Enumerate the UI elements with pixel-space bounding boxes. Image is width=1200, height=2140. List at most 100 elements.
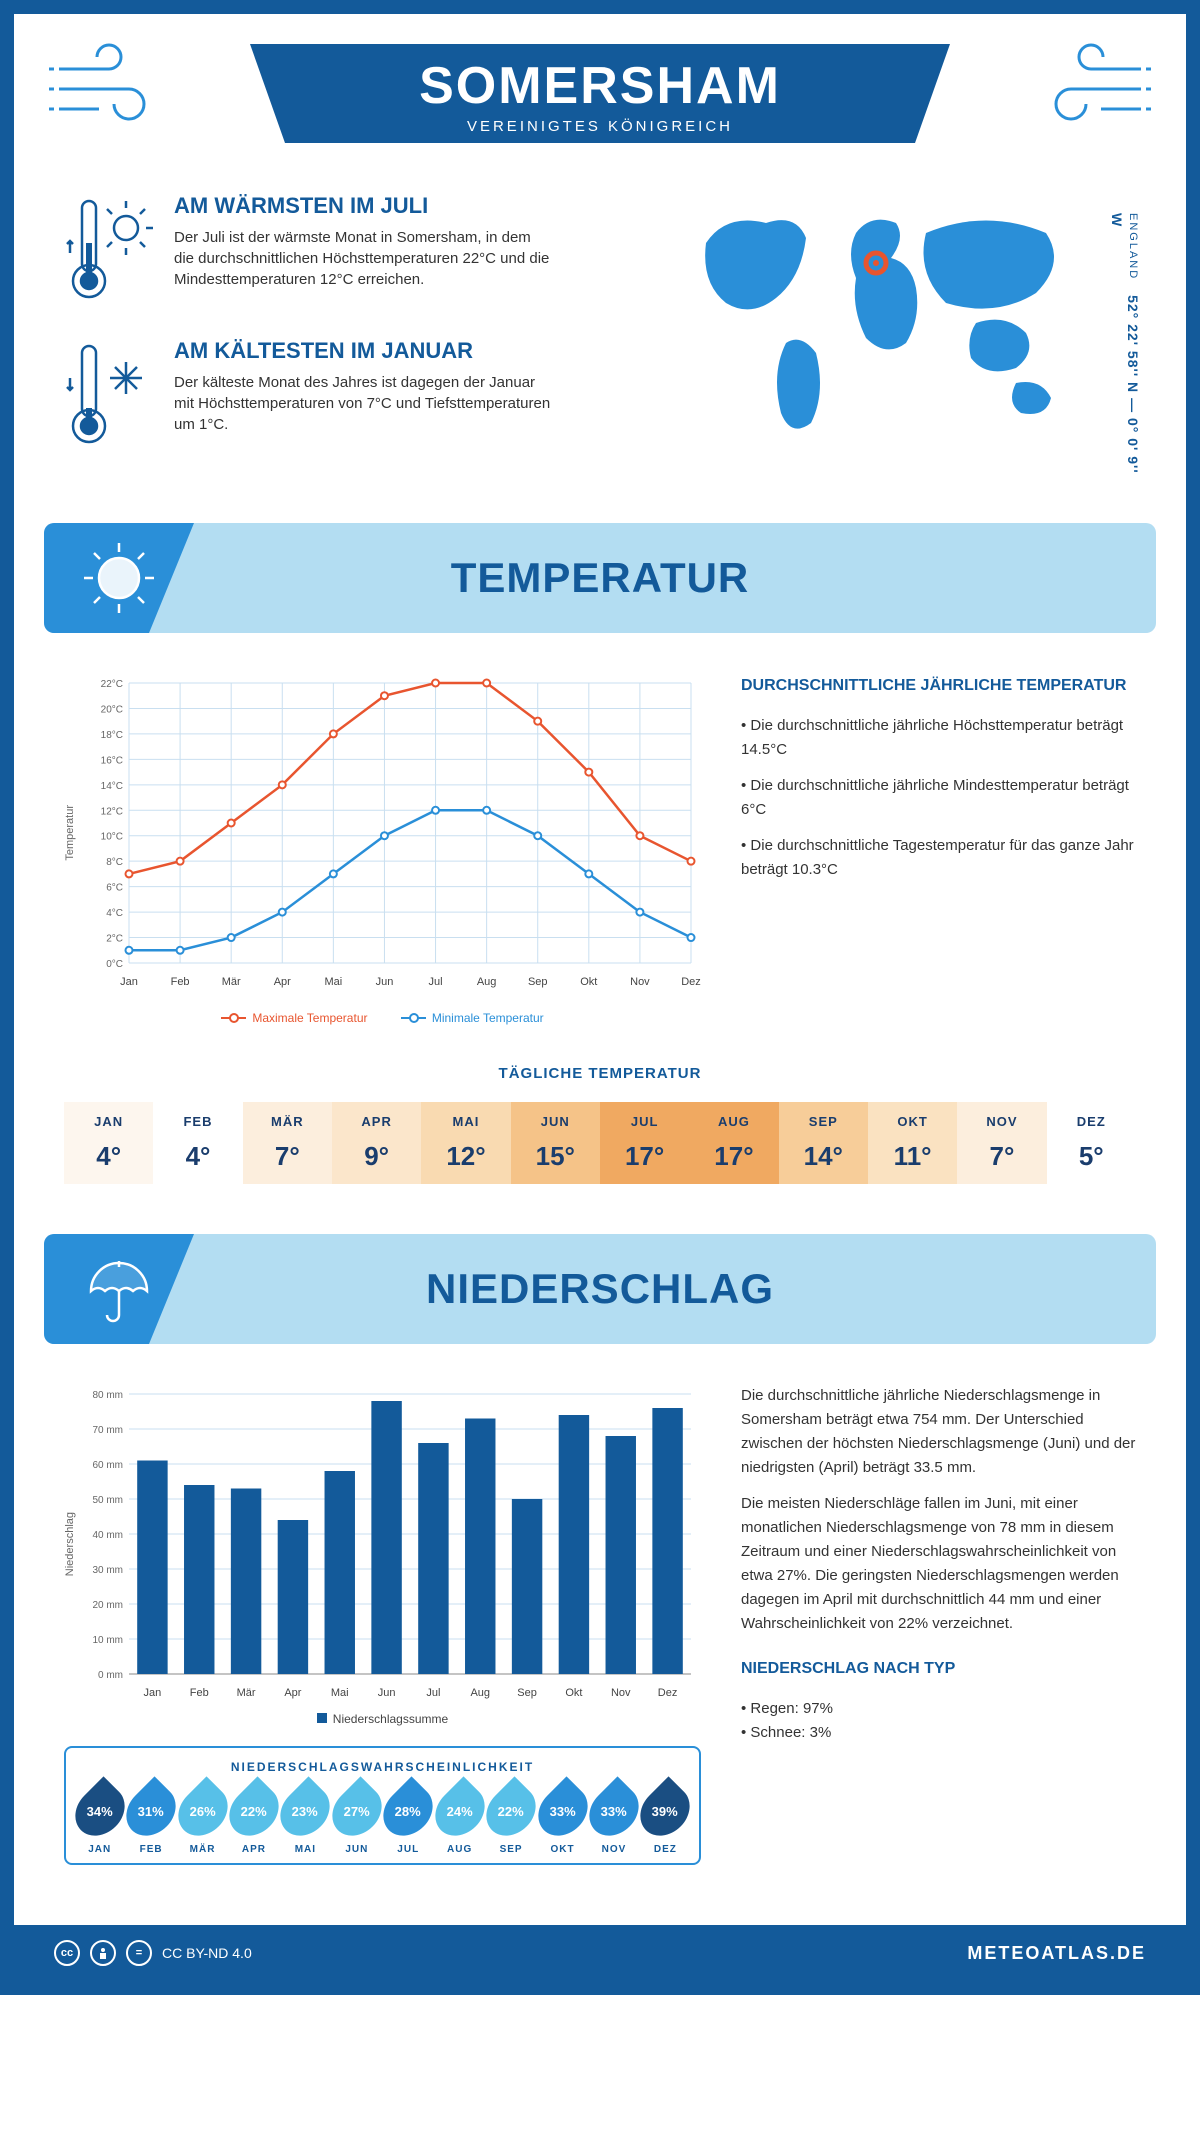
daily-temp-value: 9°: [332, 1141, 421, 1172]
temp-legend: Maximale Temperatur Minimale Temperatur: [64, 1008, 701, 1025]
svg-text:18°C: 18°C: [101, 730, 123, 741]
page: SOMERSHAM VEREINIGTES KÖNIGREICH: [0, 0, 1200, 1995]
fact-warmest-text: Der Juli ist der wärmste Monat in Somers…: [174, 227, 554, 290]
svg-text:Mai: Mai: [331, 1687, 349, 1699]
raindrop-icon: 39%: [631, 1776, 700, 1845]
prob-month: JUL: [385, 1844, 432, 1855]
raindrop-icon: 27%: [322, 1776, 391, 1845]
svg-text:Dez: Dez: [681, 976, 701, 988]
daily-temp-cell: SEP 14°: [779, 1102, 868, 1184]
daily-temp-month: OKT: [868, 1114, 957, 1129]
svg-text:Sep: Sep: [528, 976, 548, 988]
precip-type-heading: NIEDERSCHLAG NACH TYP: [741, 1656, 1136, 1682]
prob-value: 34%: [87, 1804, 113, 1819]
prob-month: JUN: [333, 1844, 380, 1855]
daily-temp-month: SEP: [779, 1114, 868, 1129]
precip-type-item: • Schnee: 3%: [741, 1721, 1136, 1745]
svg-text:Jan: Jan: [144, 1687, 162, 1699]
svg-text:Mär: Mär: [222, 976, 241, 988]
world-map-svg: [676, 193, 1096, 453]
svg-text:Aug: Aug: [477, 976, 497, 988]
prob-month: DEZ: [642, 1844, 689, 1855]
section-precip-banner: NIEDERSCHLAG: [44, 1234, 1156, 1344]
precip-legend: Niederschlagssumme: [64, 1712, 701, 1726]
svg-text:12°C: 12°C: [101, 806, 123, 817]
precip-content: Niederschlag 0 mm10 mm20 mm30 mm40 mm50 …: [14, 1344, 1186, 1895]
raindrop-icon: 28%: [374, 1776, 443, 1845]
svg-text:Nov: Nov: [630, 976, 650, 988]
fact-coldest: AM KÄLTESTEN IM JANUAR Der kälteste Mona…: [64, 338, 646, 448]
daily-temp-value: 4°: [153, 1141, 242, 1172]
daily-temp-month: JAN: [64, 1114, 153, 1129]
prob-drop-cell: 22%APR: [230, 1784, 277, 1855]
daily-temp-value: 4°: [64, 1141, 153, 1172]
fact-coldest-text: Der kälteste Monat des Jahres ist dagege…: [174, 372, 554, 435]
precip-para-1: Die durchschnittliche jährliche Niedersc…: [741, 1384, 1136, 1480]
precip-para-2: Die meisten Niederschläge fallen im Juni…: [741, 1492, 1136, 1636]
section-precip-title: NIEDERSCHLAG: [426, 1265, 774, 1313]
prob-month: MAI: [282, 1844, 329, 1855]
umbrella-icon: [44, 1234, 194, 1344]
daily-temp-value: 14°: [779, 1141, 868, 1172]
precip-type-item: • Regen: 97%: [741, 1697, 1136, 1721]
prob-drop-cell: 22%SEP: [487, 1784, 534, 1855]
daily-temp-cell: FEB4°: [153, 1102, 242, 1184]
fact-warmest-title: AM WÄRMSTEN IM JULI: [174, 193, 554, 219]
svg-text:Jun: Jun: [376, 976, 394, 988]
temperature-line-chart: 0°C2°C4°C6°C8°C10°C12°C14°C16°C18°C20°C2…: [81, 673, 701, 993]
svg-text:Jun: Jun: [378, 1687, 396, 1699]
svg-text:70 mm: 70 mm: [92, 1425, 123, 1436]
daily-temp-month: JUL: [600, 1114, 689, 1129]
daily-temp-value: 12°: [421, 1141, 510, 1172]
site-name: METEOATLAS.DE: [967, 1943, 1146, 1964]
prob-value: 33%: [549, 1804, 575, 1819]
raindrop-icon: 24%: [425, 1776, 494, 1845]
header: SOMERSHAM VEREINIGTES KÖNIGREICH: [14, 14, 1186, 193]
temperature-chart: Temperatur 0°C2°C4°C6°C8°C10°C12°C14°C16…: [64, 673, 701, 1025]
svg-text:30 mm: 30 mm: [92, 1565, 123, 1576]
prob-drop-cell: 26%MÄR: [179, 1784, 226, 1855]
nd-icon: =: [126, 1940, 152, 1966]
prob-drop-cell: 27%JUN: [333, 1784, 380, 1855]
svg-text:0 mm: 0 mm: [98, 1670, 123, 1681]
precip-summary: Die durchschnittliche jährliche Niedersc…: [741, 1384, 1136, 1865]
license-text: CC BY-ND 4.0: [162, 1945, 252, 1961]
svg-text:Feb: Feb: [190, 1687, 209, 1699]
temp-y-axis-label: Temperatur: [64, 805, 76, 861]
thermometer-snow-icon: [64, 338, 154, 448]
daily-temp-cell: APR9°: [332, 1102, 421, 1184]
svg-text:Apr: Apr: [274, 976, 291, 988]
daily-temp-month: NOV: [957, 1114, 1046, 1129]
daily-temp-heading: TÄGLICHE TEMPERATUR: [64, 1065, 1136, 1082]
prob-value: 31%: [138, 1804, 164, 1819]
wind-icon: [49, 39, 159, 134]
daily-temp-cell: OKT11°: [868, 1102, 957, 1184]
world-map: ENGLAND 52° 22' 58'' N — 0° 0' 9'' W: [676, 193, 1136, 483]
legend-max-temp: Maximale Temperatur: [252, 1011, 367, 1025]
svg-text:22°C: 22°C: [101, 679, 123, 690]
svg-text:Okt: Okt: [580, 976, 597, 988]
prob-month: FEB: [127, 1844, 174, 1855]
prob-month: AUG: [436, 1844, 483, 1855]
precip-chart: Niederschlag 0 mm10 mm20 mm30 mm40 mm50 …: [64, 1384, 701, 1865]
prob-month: APR: [230, 1844, 277, 1855]
svg-text:Mär: Mär: [237, 1687, 256, 1699]
svg-text:20°C: 20°C: [101, 704, 123, 715]
daily-temp-value: 17°: [689, 1141, 778, 1172]
prob-value: 26%: [190, 1804, 216, 1819]
prob-drop-cell: 34%JAN: [76, 1784, 123, 1855]
precip-probability: NIEDERSCHLAGSWAHRSCHEINLICHKEIT 34%JAN31…: [64, 1746, 701, 1865]
svg-text:8°C: 8°C: [106, 857, 123, 868]
wind-icon: [1041, 39, 1151, 134]
prob-value: 24%: [447, 1804, 473, 1819]
prob-value: 28%: [395, 1804, 421, 1819]
precip-y-axis-label: Niederschlag: [64, 1512, 76, 1576]
daily-temp-cell: JUN15°: [511, 1102, 600, 1184]
prob-drop-cell: 31% FEB: [127, 1784, 174, 1855]
svg-text:Feb: Feb: [171, 976, 190, 988]
daily-temp-value: 7°: [243, 1141, 332, 1172]
svg-text:Sep: Sep: [517, 1687, 537, 1699]
prob-value: 39%: [652, 1804, 678, 1819]
daily-temp-month: AUG: [689, 1114, 778, 1129]
raindrop-icon: 31%: [116, 1776, 185, 1845]
